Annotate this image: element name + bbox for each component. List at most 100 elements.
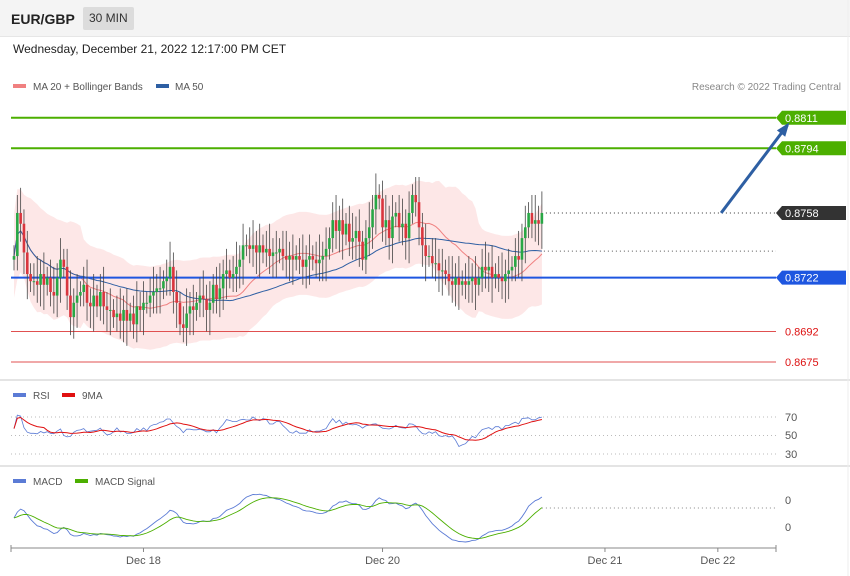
candle-body: [474, 277, 477, 285]
candle-body: [354, 230, 358, 239]
candle-body: [95, 295, 99, 307]
candle-body: [62, 259, 66, 267]
candle-body: [467, 281, 471, 285]
candle-body: [454, 277, 457, 285]
candle-body: [168, 266, 172, 278]
candle-body: [79, 291, 82, 296]
candle-body: [348, 223, 351, 242]
candle-body: [364, 238, 368, 260]
candle-body: [221, 274, 225, 289]
candle-body: [324, 248, 328, 257]
candle-body: [108, 309, 112, 311]
candle-body: [92, 295, 95, 307]
candle-body: [215, 284, 218, 300]
candle-body: [527, 212, 530, 228]
candle-body: [411, 194, 414, 213]
candle-body: [537, 220, 540, 224]
candle-body: [102, 291, 105, 307]
candle-body: [225, 270, 228, 275]
candle-body: [55, 277, 59, 296]
candle-body: [201, 295, 205, 300]
candle-body: [431, 256, 434, 264]
candle-body: [125, 309, 129, 321]
candle-body: [65, 266, 69, 296]
timeframe-button[interactable]: 30 MIN: [83, 7, 134, 30]
candle-body: [12, 256, 16, 260]
candle-body: [460, 281, 464, 285]
candle-body: [142, 302, 145, 310]
candle-body: [99, 291, 102, 307]
macd-tick-upper: 0: [785, 495, 791, 507]
level-tag-0: [776, 110, 846, 125]
top-bar: EUR/GBP 30 MIN: [0, 0, 850, 37]
candle-body: [514, 256, 517, 267]
candle-body: [387, 220, 391, 239]
candle-body: [105, 306, 109, 310]
candle-body: [122, 309, 125, 321]
candle-body: [424, 245, 427, 257]
candle-body: [135, 306, 139, 325]
candle-body: [334, 220, 338, 231]
candle-body: [404, 223, 408, 239]
candle-body: [318, 259, 321, 264]
candle-body: [371, 209, 374, 228]
candle-body: [59, 259, 62, 278]
x-tick-label: Dec 21: [588, 555, 623, 567]
candle-body: [530, 212, 534, 224]
rsi-ma-line: [13, 416, 543, 441]
candle-body: [517, 256, 520, 260]
candle-body: [361, 241, 364, 260]
candle-body: [274, 252, 278, 254]
candle-body: [45, 277, 49, 285]
candle-body: [314, 259, 318, 264]
candle-body: [218, 288, 222, 300]
candle-body: [152, 291, 155, 296]
candle-body: [35, 281, 39, 285]
x-tick-label: Dec 18: [126, 555, 161, 567]
candle-body: [228, 270, 232, 278]
candle-body: [195, 302, 198, 310]
candle-body: [162, 281, 165, 289]
candle-body: [427, 256, 431, 258]
legend-swatch-9ma: [62, 393, 75, 397]
legend-ma50: MA 50: [175, 82, 204, 93]
candle-body: [421, 227, 424, 246]
candle-body: [69, 295, 72, 318]
candle-body: [510, 266, 514, 271]
macd-tick-lower: 0: [785, 522, 791, 534]
candle-body: [82, 284, 86, 292]
candle-body: [298, 256, 301, 260]
candle-body: [444, 270, 447, 275]
candle-body: [304, 259, 308, 267]
chart-datetime: Wednesday, December 21, 2022 12:17:00 PM…: [13, 42, 287, 56]
candle-body: [85, 284, 89, 303]
candle-body: [487, 266, 491, 271]
candle-body: [265, 248, 268, 253]
candle-body: [208, 302, 212, 310]
candle-body: [248, 245, 252, 249]
candle-body: [39, 274, 42, 285]
legend-rsi: RSI: [33, 391, 50, 402]
candle-body: [261, 245, 265, 253]
x-tick-label: Dec 20: [365, 555, 400, 567]
rsi-line: [13, 414, 542, 448]
candle-body: [112, 309, 115, 318]
x-tick-label: Dec 22: [700, 555, 735, 567]
candle-body: [281, 248, 285, 257]
candle-body: [32, 281, 36, 283]
candle-body: [191, 306, 195, 310]
candle-body: [328, 238, 331, 249]
candle-body: [72, 302, 76, 318]
candle-body: [414, 194, 418, 203]
candle-body: [417, 202, 421, 228]
candle-body: [25, 252, 29, 275]
candle-body: [288, 256, 291, 260]
candle-body: [407, 212, 411, 239]
candle-body: [500, 277, 504, 282]
candle-body: [198, 295, 202, 303]
ma20-line: [13, 221, 543, 309]
candle-body: [175, 291, 178, 303]
candle-body: [457, 277, 461, 285]
candle-body: [231, 274, 235, 278]
current-price-tag: [776, 205, 846, 220]
